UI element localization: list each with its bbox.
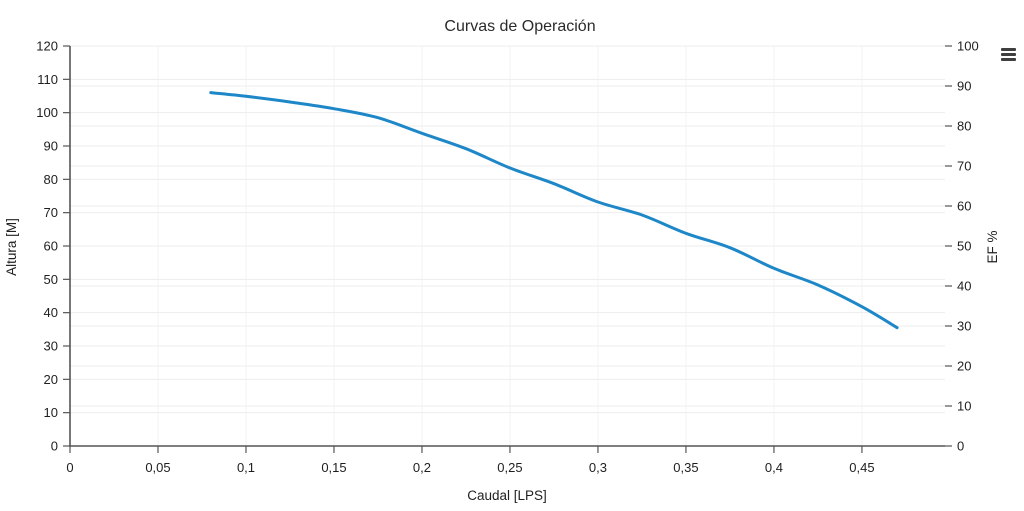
plot-series: [209, 91, 899, 330]
tick-labels: 0 10 20 30 40 50 60 70 80 90 100 110 120 0 10 20 30 40 50 6…: [36, 39, 978, 476]
y-right-tick-label: 40: [957, 279, 971, 294]
x-tick-label: 0,05: [145, 460, 170, 475]
altura-curve: [209, 91, 899, 330]
y-left-tick-label: 120: [36, 39, 58, 54]
y-right-tick-label: 100: [957, 39, 979, 54]
y-left-tick-label: 110: [37, 72, 58, 87]
chart-menu-button[interactable]: [1001, 48, 1016, 61]
x-tick-label: 0,4: [765, 460, 783, 475]
y-left-tick-label: 30: [44, 339, 58, 354]
y-right-tick-label: 80: [957, 119, 971, 134]
y-left-tick-label: 20: [44, 372, 58, 387]
y-left-tick-label: 70: [44, 205, 58, 220]
gridlines: [70, 45, 945, 446]
y-left-axis-title: Altura [M]: [4, 218, 19, 276]
hamburger-menu-icon: [1001, 58, 1016, 61]
x-tick-label: 0,2: [413, 460, 431, 475]
y-left-tick-label: 10: [44, 405, 58, 420]
x-tick-label: 0,15: [321, 460, 346, 475]
y-right-tick-label: 10: [957, 399, 971, 414]
y-left-tick-label: 40: [44, 305, 58, 320]
hamburger-menu-icon: [1001, 53, 1016, 56]
y-left-tick-label: 50: [44, 272, 58, 287]
hamburger-menu-icon: [1001, 48, 1016, 51]
y-right-axis-title: EF %: [985, 230, 1000, 263]
axis-lines-and-ticks: [63, 45, 952, 453]
y-left-tick-label: 80: [44, 172, 58, 187]
y-left-tick-label: 60: [44, 239, 58, 254]
y-right-tick-label: 60: [957, 199, 971, 214]
x-tick-label: 0,35: [673, 460, 698, 475]
x-tick-label: 0,45: [849, 460, 874, 475]
y-right-tick-label: 50: [957, 239, 971, 254]
y-right-tick-label: 0: [957, 439, 964, 454]
y-right-tick-label: 90: [957, 79, 971, 94]
y-right-tick-label: 30: [957, 319, 971, 334]
y-right-tick-label: 70: [957, 159, 971, 174]
chart-title: Curvas de Operación: [444, 18, 595, 35]
y-left-tick-label: 90: [44, 139, 58, 154]
x-tick-label: 0,1: [237, 460, 255, 475]
x-axis-title: Caudal [LPS]: [467, 488, 547, 503]
x-tick-label: 0,3: [589, 460, 607, 475]
y-right-tick-label: 20: [957, 359, 971, 374]
y-left-tick-label: 100: [36, 105, 58, 120]
x-tick-label: 0: [66, 460, 73, 475]
y-left-tick-label: 0: [51, 439, 58, 454]
x-tick-label: 0,25: [497, 460, 522, 475]
